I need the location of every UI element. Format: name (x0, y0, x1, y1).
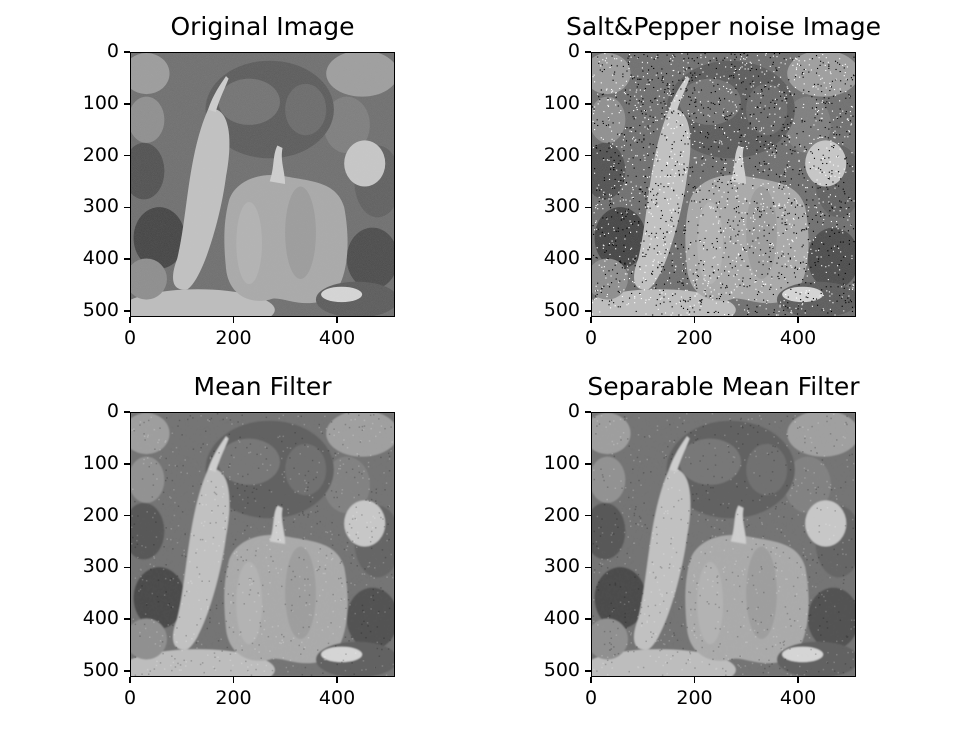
ytick-mark (585, 103, 591, 105)
ytick-mark (124, 514, 130, 517)
ytick-mark (585, 670, 591, 672)
ytick-label: 0 (567, 40, 580, 62)
ytick-mark (585, 566, 591, 569)
peppers-image-mean (131, 413, 394, 676)
ytick-mark (585, 258, 591, 260)
ytick-mark (124, 463, 130, 465)
peppers-image-original (131, 53, 394, 316)
ytick-label: 100 (82, 451, 119, 474)
ytick-mark (124, 618, 130, 620)
ytick-label: 0 (106, 40, 119, 62)
ytick-label: 300 (82, 195, 119, 218)
ytick-mark (585, 463, 591, 465)
xtick-label: 0 (123, 327, 137, 349)
xtick-mark (129, 677, 131, 683)
xtick-mark (797, 317, 799, 323)
peppers-image-noisy (592, 53, 855, 316)
xtick-mark (590, 317, 592, 323)
ytick-label: 200 (82, 503, 119, 526)
ytick-mark (585, 206, 591, 209)
ytick-mark (124, 258, 130, 260)
xtick-label: 400 (318, 327, 356, 349)
xtick-label: 200 (676, 327, 713, 349)
ytick-label: 300 (543, 555, 580, 578)
xtick-mark (693, 317, 696, 323)
xtick-mark (129, 317, 131, 323)
image-axes-mean (130, 412, 395, 677)
ytick-label: 400 (82, 247, 119, 270)
ytick-mark (124, 670, 130, 672)
ytick-label: 500 (543, 658, 580, 681)
ytick-label: 300 (543, 195, 580, 218)
panel-title-original: Original Image (170, 12, 355, 41)
xtick-label: 0 (584, 687, 598, 709)
ytick-label: 0 (567, 400, 580, 422)
ytick-mark (124, 206, 130, 209)
ytick-label: 500 (543, 298, 580, 321)
panel-title-separable: Separable Mean Filter (587, 372, 860, 401)
ytick-label: 400 (82, 607, 119, 630)
ytick-mark (124, 103, 130, 105)
ytick-label: 400 (543, 247, 580, 270)
ytick-label: 300 (82, 555, 119, 578)
ytick-label: 200 (543, 143, 580, 166)
xtick-mark (232, 317, 235, 323)
image-axes-noisy (591, 52, 856, 317)
image-axes-separable (591, 412, 856, 677)
xtick-label: 200 (215, 327, 252, 349)
xtick-label: 0 (584, 327, 598, 349)
ytick-label: 500 (82, 298, 119, 321)
xtick-mark (232, 677, 235, 683)
ytick-mark (585, 154, 591, 157)
peppers-image-separable (592, 413, 855, 676)
ytick-mark (585, 618, 591, 620)
ytick-label: 100 (82, 91, 119, 114)
ytick-label: 0 (106, 400, 119, 422)
xtick-mark (797, 677, 799, 683)
ytick-mark (585, 411, 591, 413)
xtick-label: 400 (318, 687, 356, 709)
xtick-mark (336, 677, 338, 683)
ytick-label: 200 (82, 143, 119, 166)
xtick-label: 0 (123, 687, 137, 709)
ytick-label: 400 (543, 607, 580, 630)
ytick-mark (124, 411, 130, 413)
ytick-label: 200 (543, 503, 580, 526)
ytick-mark (124, 310, 130, 312)
ytick-mark (585, 51, 591, 53)
ytick-label: 100 (543, 451, 580, 474)
xtick-label: 400 (779, 687, 817, 709)
ytick-mark (124, 154, 130, 157)
xtick-mark (336, 317, 338, 323)
xtick-label: 200 (215, 687, 252, 709)
panel-title-noisy: Salt&Pepper noise Image (565, 12, 882, 41)
ytick-mark (124, 566, 130, 569)
ytick-label: 500 (82, 658, 119, 681)
ytick-mark (585, 514, 591, 517)
ytick-mark (124, 51, 130, 53)
xtick-label: 400 (779, 327, 817, 349)
xtick-mark (693, 677, 696, 683)
panel-title-mean: Mean Filter (193, 372, 332, 401)
xtick-label: 200 (676, 687, 713, 709)
xtick-mark (590, 677, 592, 683)
image-axes-original (130, 52, 395, 317)
ytick-label: 100 (543, 91, 580, 114)
ytick-mark (585, 310, 591, 312)
